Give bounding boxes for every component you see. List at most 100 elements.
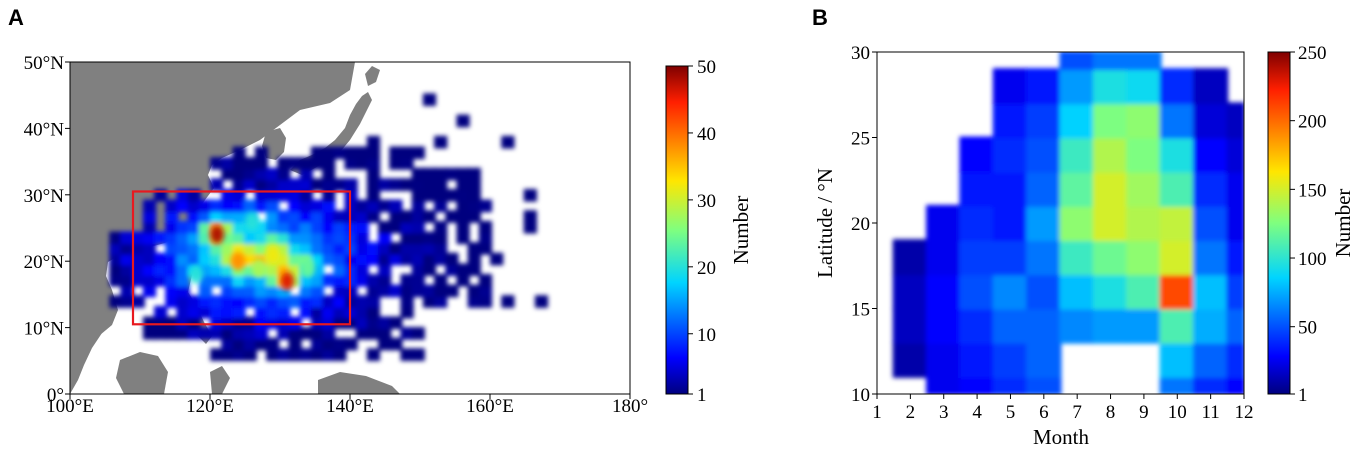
contour-cell — [1192, 102, 1229, 139]
contour-cell — [892, 307, 929, 344]
contour-cell — [1092, 102, 1129, 139]
panel-b-xtick: 3 — [939, 402, 949, 423]
colorbar-b-tick: 100 — [1298, 249, 1327, 270]
contour-cell — [1092, 52, 1129, 71]
track-density-hotspots — [189, 212, 315, 291]
contour-cell — [1126, 307, 1162, 344]
contour-cell — [926, 273, 962, 310]
contour-cell — [1126, 239, 1162, 276]
panel-b-xtick: 4 — [972, 402, 982, 423]
contour-cell — [1059, 136, 1095, 173]
contour-cell — [1192, 136, 1229, 173]
panel-a-ytick: 50°N — [24, 53, 65, 74]
contour-cell — [1092, 307, 1129, 344]
contour-cell — [1092, 136, 1129, 173]
contour-cell — [1192, 341, 1229, 378]
hotspot-4 — [252, 258, 266, 277]
contour-cell — [1092, 68, 1129, 105]
contour-cell — [1226, 375, 1244, 394]
panel-b-xtick: 2 — [906, 402, 916, 423]
colorbar-a-ticks: 1 10 20 30 40 50 — [688, 57, 716, 406]
contour-cell — [1026, 341, 1062, 378]
panel-b-xtick: 12 — [1235, 402, 1254, 423]
contour-cell — [1026, 239, 1062, 276]
contour-cell — [959, 375, 995, 394]
contour-cell — [1059, 307, 1095, 344]
contour-cell — [1126, 68, 1162, 105]
panel-b-xtick: 6 — [1039, 402, 1049, 423]
contour-cell — [892, 341, 929, 378]
contour-cell — [1092, 170, 1129, 207]
contour-cell — [926, 204, 962, 242]
contour-cell — [992, 136, 1029, 173]
contour-cell — [926, 239, 962, 276]
land-borneo — [116, 352, 168, 394]
contour-cell — [1226, 307, 1244, 344]
contour-cell — [1026, 102, 1062, 139]
contour-cell — [1092, 239, 1129, 276]
contour-cell — [992, 102, 1029, 139]
contour-cell — [1059, 204, 1095, 242]
panel-b-xtick: 1 — [872, 402, 882, 423]
contour-cell — [1226, 170, 1244, 207]
region-highlight-box — [131, 190, 352, 326]
colorbar-b-label: Number — [1331, 189, 1355, 258]
colorbar-a-tick: 30 — [697, 191, 716, 212]
colorbar-a-tick: 40 — [697, 124, 716, 145]
hotspot-7 — [245, 212, 259, 231]
contour-cell — [992, 273, 1029, 310]
panel-b-xlabel: Month — [1033, 425, 1090, 449]
contour-cell — [1192, 204, 1229, 242]
contour-cell — [992, 375, 1029, 394]
contour-cell — [892, 239, 929, 276]
contour-cell — [1226, 273, 1244, 310]
contour-cell — [959, 307, 995, 344]
hotspot-6 — [189, 265, 203, 284]
contour-cell — [1059, 273, 1095, 310]
contour-cell — [992, 239, 1029, 276]
contour-cell — [1159, 273, 1195, 310]
contour-cell — [1059, 170, 1095, 207]
contour-cell — [1192, 68, 1229, 105]
contour-cell — [959, 204, 995, 242]
track-density-field — [109, 93, 549, 361]
contour-cell — [1226, 341, 1244, 378]
panel-b-ylabel: Latitude / °N — [813, 168, 837, 278]
contour-cell — [1192, 170, 1229, 207]
colorbar-b — [1267, 51, 1291, 395]
contour-cell — [992, 170, 1029, 207]
contour-cell — [959, 136, 995, 173]
panel-a-ytick: 30°N — [24, 186, 65, 207]
panel-b-xtick: 7 — [1072, 402, 1082, 423]
contour-cell — [959, 239, 995, 276]
contour-cell — [926, 341, 962, 378]
hotspot-5 — [301, 258, 315, 277]
contour-cell — [1126, 170, 1162, 207]
panel-b-xtick: 11 — [1201, 402, 1219, 423]
contour-cell — [1059, 68, 1095, 105]
contour-cell — [1192, 375, 1229, 394]
contour-cell — [1159, 307, 1195, 344]
contour-cell — [1159, 170, 1195, 207]
contour-cell — [1026, 68, 1062, 105]
panel-b-xtick: 9 — [1139, 402, 1149, 423]
land-hokkaido — [365, 66, 380, 86]
colorbar-b-tick: 50 — [1298, 318, 1317, 339]
contour-cell — [1226, 102, 1244, 139]
contour-cell — [1126, 204, 1162, 242]
panel-a-ytick: 0° — [47, 385, 64, 406]
colorbar-a-tick: 1 — [697, 385, 707, 406]
hotspot-0 — [210, 225, 224, 244]
contour-cell — [1159, 341, 1195, 378]
contour-cell — [1192, 307, 1229, 344]
panel-a-xtick: 120°E — [186, 396, 234, 417]
contour-cell — [1226, 239, 1244, 276]
contour-cell — [1059, 102, 1095, 139]
panel-a-xtick: 160°E — [466, 396, 514, 417]
contour-cell — [1126, 273, 1162, 310]
panel-b-ytick: 30 — [851, 43, 870, 64]
panel-b-ytick: 20 — [851, 214, 870, 235]
hotspot-1 — [280, 272, 294, 291]
